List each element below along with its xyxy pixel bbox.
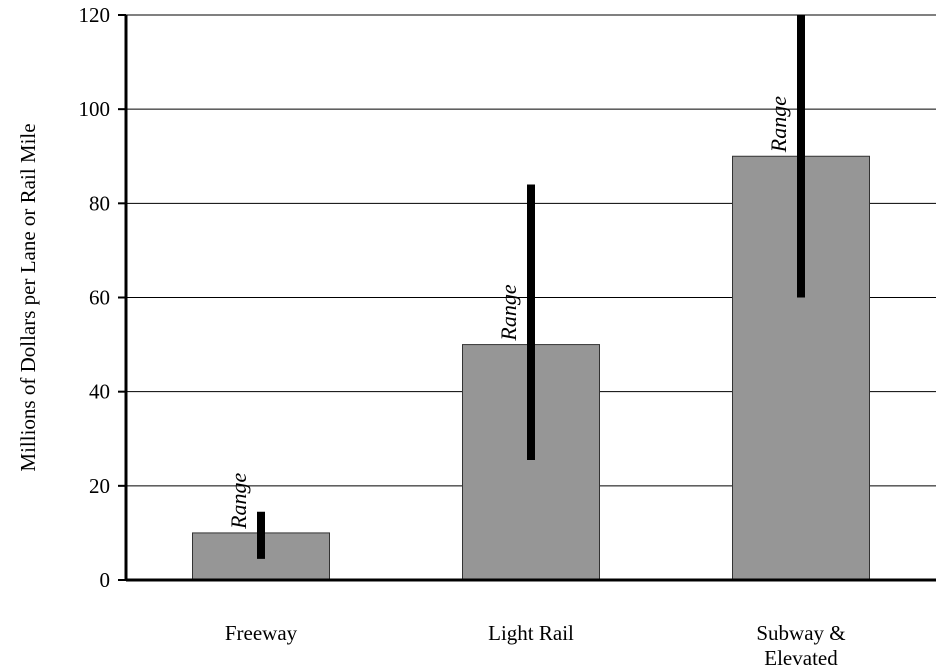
x-tick-label: Subway & (756, 621, 845, 645)
y-tick-label: 60 (89, 286, 110, 310)
y-tick-label: 20 (89, 474, 110, 498)
x-tick-label: Light Rail (488, 621, 574, 645)
axes (118, 14, 936, 582)
y-tick-label: 120 (79, 3, 111, 27)
x-tick-label-line2: Elevated (764, 646, 838, 669)
y-tick-label: 100 (79, 97, 111, 121)
y-tick-label: 40 (89, 380, 110, 404)
y-tick-label: 0 (100, 568, 111, 592)
range-label: Range (226, 472, 251, 529)
x-tick-label: Freeway (225, 621, 298, 645)
y-tick-labels: 0 20 40 60 80 100 120 (79, 3, 111, 592)
x-tick-labels: Freeway Light Rail Subway &Elevated (225, 621, 846, 669)
range-lines (257, 15, 805, 559)
range-label: Range (766, 96, 791, 153)
y-tick-label: 80 (89, 191, 110, 215)
bars (192, 155, 870, 581)
y-axis-label: Millions of Dollars per Lane or Rail Mil… (16, 123, 40, 471)
range-labels: Range Range Range (226, 96, 791, 530)
range-label: Range (496, 284, 521, 341)
